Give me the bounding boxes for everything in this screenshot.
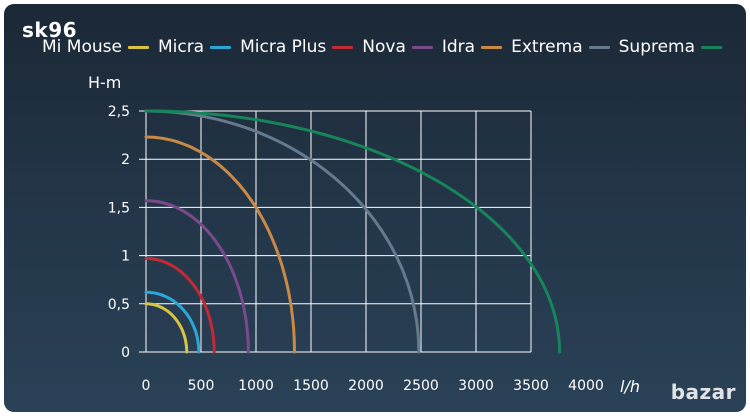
series-line-micra-plus: [144, 257, 216, 354]
legend-item: Idra: [441, 37, 503, 57]
series-line-micra: [144, 290, 201, 354]
watermark-text: sk96: [22, 18, 78, 42]
series-line-mi-mouse: [144, 302, 189, 354]
legend-item: Micra: [157, 37, 232, 57]
series-line-extrema: [144, 109, 421, 354]
y-tick-label: 0: [121, 345, 130, 361]
legend-label: Idra: [441, 37, 476, 57]
chart-legend: Mi Mouse Micra Micra Plus Nova Idra Extrema Su…: [42, 34, 731, 60]
x-tick-label: 3000: [458, 378, 494, 394]
y-tick-label: 2: [121, 152, 130, 168]
bazar-logo: bazar: [670, 380, 736, 404]
legend-label: Micra Plus: [240, 37, 327, 57]
legend-item: Nova: [362, 37, 433, 57]
legend-item: Micra Plus: [240, 37, 354, 57]
x-tick-label: 2500: [403, 378, 439, 394]
y-tick-label: 0,5: [108, 297, 130, 313]
legend-label: Suprema: [618, 37, 696, 57]
x-tick-label: 0: [142, 378, 151, 394]
chart-panel: Mi Mouse Micra Micra Plus Nova Idra Extrema Su…: [4, 4, 746, 412]
y-tick-label: 1: [121, 249, 130, 265]
x-tick-label: 4000: [568, 378, 604, 394]
x-tick-label: 1500: [293, 378, 329, 394]
x-axis-label: l/h: [620, 377, 640, 396]
series-line-nova: [144, 199, 250, 354]
x-tick-label: 500: [188, 378, 215, 394]
series-line-idra: [144, 135, 296, 354]
legend-label: Micra: [157, 37, 205, 57]
legend-swatch: [210, 45, 232, 49]
x-tick-label: 3500: [513, 378, 549, 394]
legend-swatch: [481, 45, 503, 49]
legend-item: Mi Mouse: [42, 37, 149, 57]
y-tick-label: 1,5: [108, 200, 130, 216]
legend-swatch: [701, 45, 723, 49]
legend-swatch: [332, 45, 354, 49]
x-tick-label: 2000: [348, 378, 384, 394]
legend-item: Suprema: [618, 37, 723, 57]
legend-swatch: [411, 45, 433, 49]
series-line-suprema: [144, 109, 562, 354]
pump-curve-chart: 0 500 1000 1500 2000 2500 3000 3500 4000 0 0,5 1 1,5…: [88, 73, 640, 396]
legend-label: Mi Mouse: [42, 37, 122, 57]
y-axis-label: H-m: [88, 73, 121, 92]
legend-swatch: [588, 45, 610, 49]
legend-label: Nova: [362, 37, 406, 57]
y-tick-label: 2,5: [108, 104, 130, 120]
legend-label: Extrema: [511, 37, 583, 57]
legend-swatch: [127, 45, 149, 49]
x-tick-label: 1000: [238, 378, 274, 394]
legend-item: Extrema: [511, 37, 610, 57]
